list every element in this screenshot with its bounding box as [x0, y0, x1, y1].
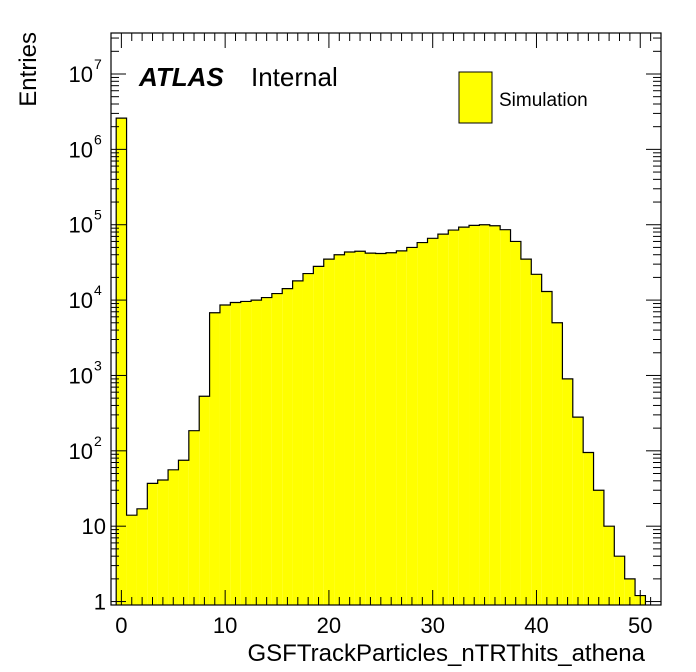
histogram-bin	[178, 460, 189, 605]
histogram-bin	[219, 305, 231, 605]
histogram-bin	[136, 508, 148, 605]
histogram-bin	[354, 251, 366, 605]
histogram-bin	[199, 396, 210, 605]
y-tick-label: 1	[94, 590, 106, 615]
y-tick-exponent: 7	[94, 56, 102, 72]
legend-label: Simulation	[499, 90, 588, 111]
histogram-bin	[209, 312, 220, 605]
y-tick-label: 10	[69, 62, 93, 87]
plot-frame	[110, 32, 662, 606]
histogram-bin	[365, 253, 376, 605]
histogram-bin	[406, 247, 418, 605]
histogram-outline	[115, 117, 647, 605]
histogram-bin	[271, 293, 283, 605]
histogram-bin	[603, 526, 615, 605]
x-tick-label: 30	[420, 613, 444, 638]
y-tick-label: 10	[82, 514, 106, 539]
histogram-bin	[427, 238, 438, 605]
x-tick-label: 20	[317, 613, 341, 638]
internal-label: Internal	[251, 62, 338, 92]
histogram-bin	[469, 225, 480, 605]
histogram-bin	[157, 480, 169, 605]
y-tick-exponent: 2	[94, 433, 102, 449]
y-axis-title: Entries	[15, 32, 42, 107]
histogram-bin	[489, 225, 501, 605]
x-tick-label: 50	[628, 613, 652, 638]
y-tick-exponent: 6	[94, 131, 102, 147]
histogram-bin	[334, 254, 345, 605]
histogram-bin	[375, 253, 386, 605]
histogram-bin	[448, 230, 459, 606]
axis-ticks	[110, 33, 662, 606]
y-tick-exponent: 5	[94, 207, 102, 223]
histogram-bin	[510, 241, 521, 606]
histogram-bin	[261, 297, 272, 605]
histogram-bin	[593, 490, 604, 605]
histogram-bin	[302, 273, 314, 605]
histogram-bin	[624, 578, 636, 605]
histogram-bin	[126, 515, 137, 605]
histogram-bin	[437, 234, 449, 606]
histogram-bin	[168, 469, 179, 605]
histogram-bin	[188, 430, 200, 605]
histogram-bin	[479, 224, 490, 606]
y-tick-label: 10	[69, 213, 93, 238]
histogram-bin	[572, 417, 584, 605]
histogram-bin	[458, 227, 470, 606]
y-tick-exponent: 4	[94, 282, 102, 298]
histogram-bin	[562, 378, 573, 605]
histogram-bin	[386, 252, 397, 605]
atlas-label: ATLAS	[138, 62, 224, 92]
histogram-bin	[500, 229, 511, 606]
histogram-bin	[417, 242, 428, 605]
histogram-bin	[282, 288, 293, 605]
histogram-bin	[396, 250, 407, 605]
histogram-bin	[116, 118, 127, 606]
histogram-bin	[313, 266, 324, 605]
histogram-bin	[147, 483, 158, 605]
legend-swatch	[458, 71, 493, 124]
histogram-bin	[323, 259, 335, 605]
histogram-bin	[552, 322, 563, 605]
x-axis-title: GSFTrackParticles_nTRThits_athena	[248, 640, 646, 667]
x-tick-label: 40	[524, 613, 548, 638]
histogram-bars	[116, 118, 646, 606]
y-tick-label: 10	[69, 439, 93, 464]
histogram-bin	[344, 251, 355, 605]
histogram-bin	[614, 556, 625, 605]
y-tick-label: 10	[69, 137, 93, 162]
histogram-bin	[240, 301, 252, 605]
y-tick-label: 10	[69, 363, 93, 388]
histogram-bin	[292, 280, 303, 605]
histogram-bin	[520, 259, 532, 605]
histogram-bin	[583, 452, 594, 605]
histogram-bin	[230, 302, 241, 605]
y-tick-exponent: 3	[94, 357, 102, 373]
histogram-bin	[541, 291, 553, 605]
histogram-bin	[531, 274, 542, 605]
histogram-bin	[251, 300, 262, 605]
x-tick-label: 0	[115, 613, 127, 638]
y-tick-label: 10	[69, 288, 93, 313]
x-tick-label: 10	[213, 613, 237, 638]
